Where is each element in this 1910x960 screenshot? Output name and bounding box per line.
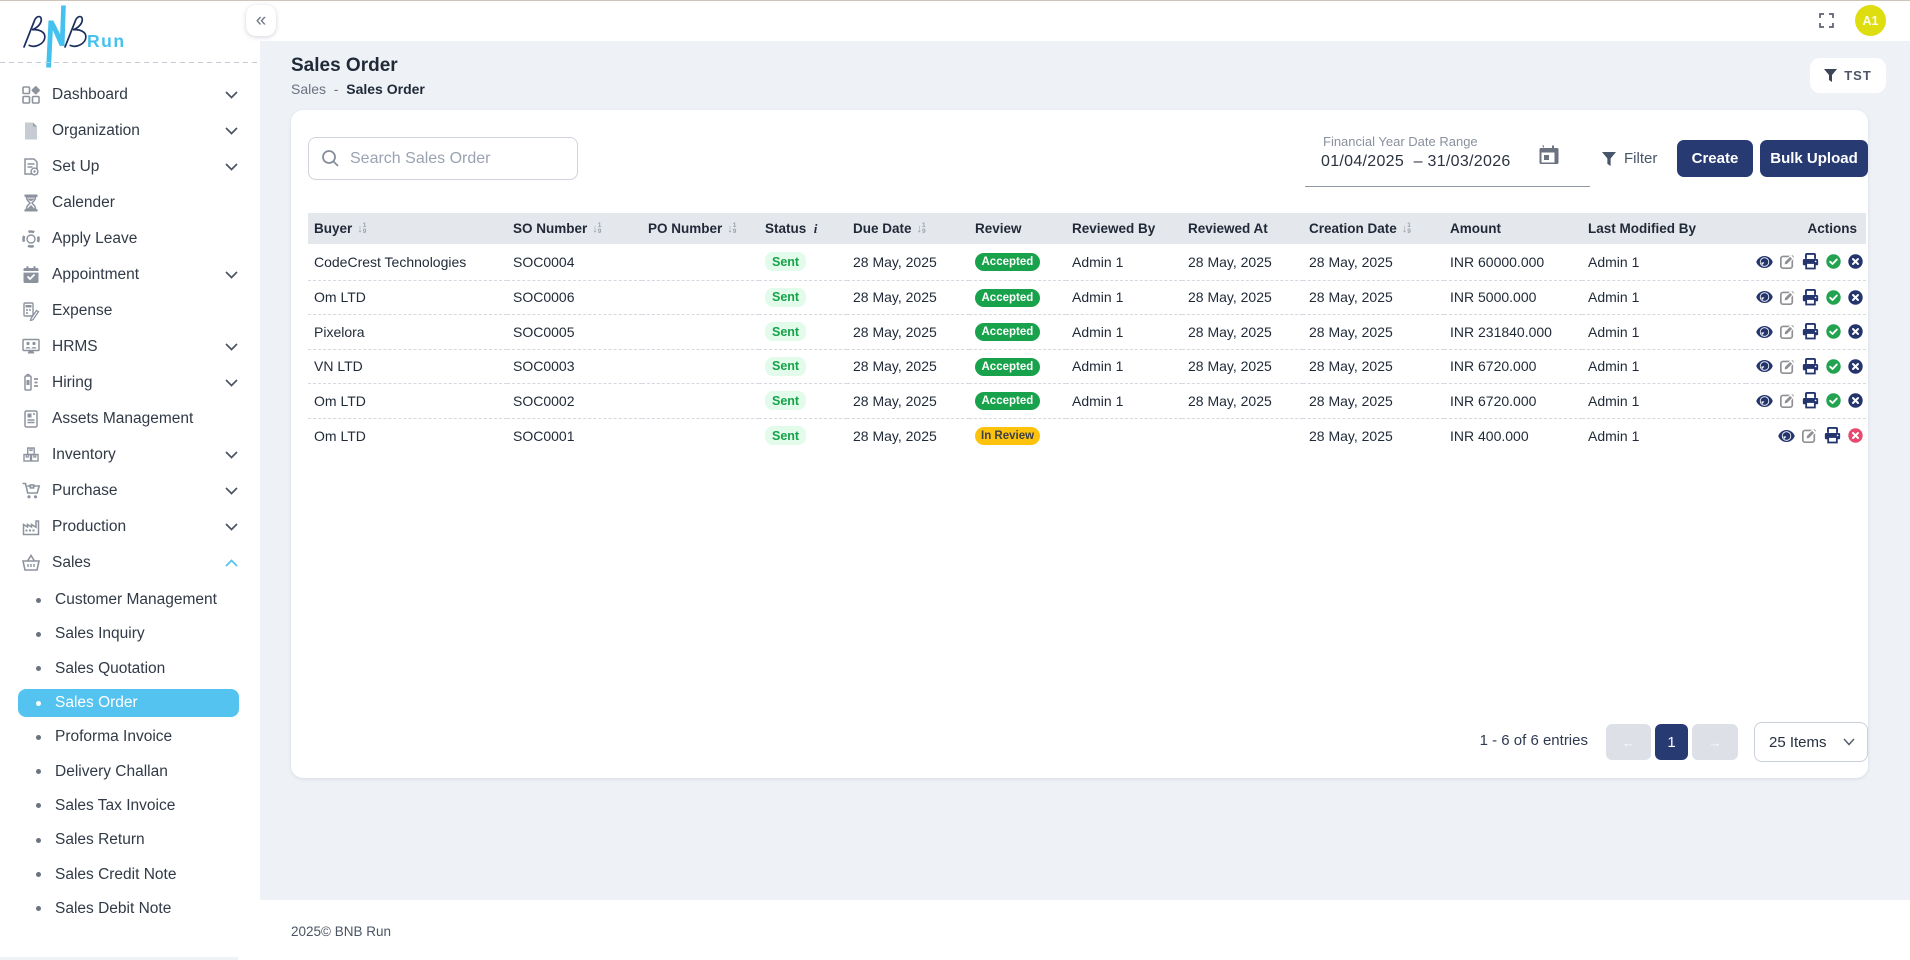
svg-text:Run: Run	[87, 31, 126, 51]
